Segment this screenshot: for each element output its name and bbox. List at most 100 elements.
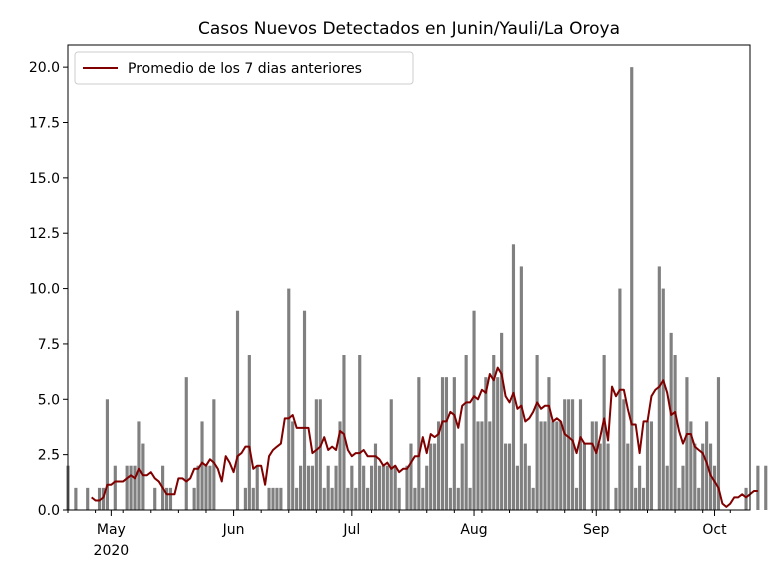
bar: [425, 465, 429, 510]
bar: [334, 465, 338, 510]
bar: [302, 310, 307, 510]
bar: [342, 355, 346, 510]
bar: [299, 465, 303, 510]
bar: [235, 310, 240, 510]
chart-title: Casos Nuevos Detectados en Junin/Yauli/L…: [198, 19, 620, 39]
bar: [133, 465, 137, 510]
bar: [141, 443, 145, 510]
bar: [488, 421, 492, 510]
bar: [563, 399, 567, 510]
bar: [665, 465, 669, 510]
bar: [543, 421, 547, 510]
bar: [354, 487, 358, 510]
bar: [578, 399, 583, 510]
bar: [598, 443, 602, 510]
bar: [567, 399, 571, 510]
bar: [673, 355, 677, 510]
bar: [295, 487, 299, 510]
bar: [523, 443, 527, 510]
bar: [744, 487, 748, 510]
bar: [531, 487, 535, 510]
y-tick-label: 15.0: [29, 171, 60, 187]
bar: [480, 421, 484, 510]
bar: [385, 465, 389, 510]
bar: [314, 399, 318, 510]
bar: [105, 399, 109, 510]
bar: [153, 487, 157, 510]
bar: [358, 355, 362, 510]
bar: [208, 465, 212, 510]
bar: [444, 377, 449, 510]
bar: [381, 465, 385, 510]
y-tick-label: 12.5: [29, 226, 60, 242]
x-tick-label: Sep: [583, 522, 610, 538]
average-line: [91, 366, 758, 508]
bar: [275, 487, 279, 510]
bar: [634, 487, 638, 510]
bar: [507, 443, 512, 510]
x-axis: May 2020 Jun Jul Aug Sep Oct: [67, 510, 731, 559]
bar: [326, 465, 330, 510]
bar: [101, 487, 106, 510]
plot-frame: [67, 44, 751, 511]
y-tick-label: 20.0: [29, 60, 60, 76]
bar: [448, 487, 452, 510]
y-tick-label: 5.0: [38, 392, 60, 408]
bar: [622, 399, 626, 510]
bar: [574, 487, 579, 510]
bar: [496, 377, 500, 510]
bar: [421, 487, 425, 510]
bar: [535, 355, 539, 510]
bar: [559, 421, 563, 510]
bar: [97, 487, 102, 510]
bar: [582, 443, 586, 510]
bar: [590, 421, 594, 510]
bar: [638, 465, 642, 510]
legend: Promedio de los 7 dias anteriores: [74, 51, 414, 85]
bar: [697, 487, 701, 510]
bar: [527, 465, 531, 510]
bar: [369, 465, 374, 510]
bar: [602, 355, 606, 510]
bar: [630, 67, 634, 510]
bar: [362, 465, 366, 510]
bar: [125, 465, 129, 510]
bar: [551, 421, 555, 510]
bar: [689, 421, 693, 510]
bar: [251, 487, 255, 510]
bar: [377, 465, 382, 510]
bar: [661, 288, 665, 510]
bar: [318, 399, 322, 510]
bar: [129, 465, 133, 510]
bar: [373, 443, 378, 510]
bar: [452, 377, 456, 510]
x-tick-sublabel: 2020: [94, 543, 130, 559]
bar: [271, 487, 275, 510]
bar: [405, 465, 409, 510]
y-tick-label: 2.5: [38, 448, 60, 464]
bar: [393, 465, 397, 510]
bar: [168, 487, 173, 510]
bar: [287, 288, 291, 510]
bar: [247, 355, 251, 510]
bar: [693, 443, 697, 510]
average-line-group: [91, 366, 758, 508]
bar: [212, 399, 216, 510]
y-tick-label: 17.5: [29, 116, 60, 132]
x-tick-label: Oct: [702, 522, 727, 538]
bar: [460, 443, 464, 510]
x-tick-label: May: [97, 522, 126, 538]
bar: [626, 443, 630, 510]
x-tick-label: Aug: [460, 522, 487, 538]
bar: [86, 487, 90, 510]
x-tick-label: Jun: [222, 522, 245, 538]
bar: [618, 288, 622, 510]
bar: [184, 377, 188, 510]
bar: [330, 487, 334, 510]
bar: [429, 443, 433, 510]
bar: [504, 443, 508, 510]
bar: [716, 377, 721, 510]
legend-label: Promedio de los 7 dias anteriores: [128, 61, 362, 77]
bar: [685, 377, 689, 510]
bar: [701, 443, 705, 510]
